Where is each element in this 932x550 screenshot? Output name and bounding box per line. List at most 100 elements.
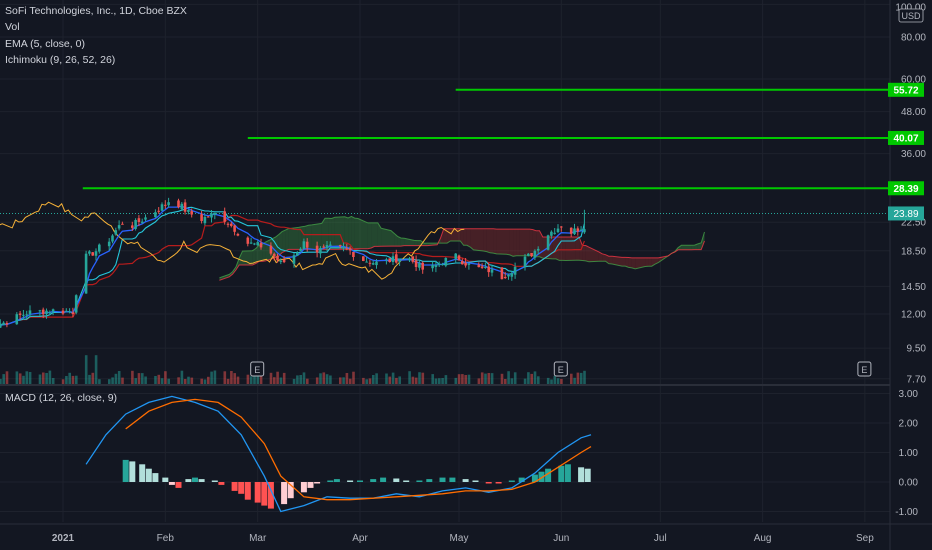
cloud-segment [612,256,622,267]
cloud-segment [529,229,533,256]
candle-body [51,309,55,312]
candle-body [226,223,230,225]
volume-bar [537,376,540,384]
candle-body [117,225,121,229]
cloud-segment [351,216,355,249]
candle-body [319,248,322,254]
volume-bar [226,378,230,384]
volume-bar [0,378,2,384]
candle-body [500,267,504,280]
volume-bar [5,371,9,384]
candle-body [553,232,556,234]
cloud-segment [565,237,576,261]
volume-bar [177,377,180,384]
candle-body [536,248,540,251]
candle-body [71,312,75,314]
candle-body [315,245,319,253]
candle-body [454,253,457,259]
candle-body [200,214,203,221]
candle-body [25,314,28,316]
price-tick-label: 100.00 [895,2,926,13]
base-line [19,214,585,321]
histogram-bar [347,480,354,482]
volume-bar [454,377,458,384]
histogram-bar [564,464,571,482]
candle-body [5,323,9,325]
level-price-box [888,181,924,196]
cloud-segment [602,253,606,262]
price-tick-label: 9.50 [907,344,927,355]
time-tick-label: Apr [352,533,368,544]
cloud-segment [460,228,464,246]
price-tick-label: 14.50 [901,282,926,293]
ema-line [0,205,585,327]
histogram-bar [495,482,502,484]
volume-bar [527,372,530,384]
histogram-bar [145,468,152,482]
candle-body [206,216,210,218]
candle-body [74,295,78,313]
candle-body [164,204,167,206]
volume-bar [259,374,263,384]
conversion-line [0,206,585,325]
volume-bar [510,378,514,384]
histogram-bar [462,479,469,482]
level-price-text: 40.07 [893,133,918,144]
volume-bar [513,372,517,384]
candle-body [249,242,253,244]
volume-bar [28,372,32,384]
candle-body [434,264,438,267]
cloud-segment [513,229,517,257]
price-tick-label: 60.00 [901,75,926,86]
cloud-segment [282,230,286,253]
candle-body [338,245,342,247]
volume-bar [546,377,550,384]
candle-body [94,251,98,256]
cloud-segment [358,218,368,249]
price-tick-label: 80.00 [901,33,926,44]
volume-bar [213,370,217,384]
time-tick-label: Feb [157,533,175,544]
candle-body [503,277,507,278]
candle-body [569,227,573,234]
volume-bars [0,355,586,384]
cloud-segment [519,229,530,256]
cloud-segment [516,229,520,256]
volume-bar [253,376,256,384]
volume-bar [273,377,276,384]
cloud-segment [473,228,484,251]
candle-body [61,310,65,314]
earnings-box [250,361,265,377]
volume-bar [362,377,365,384]
macd-line [85,395,592,513]
volume-bar [144,376,147,384]
volume-bar [414,377,418,384]
candle-body [477,264,481,268]
currency-box [898,8,924,23]
histogram-bar [518,477,525,482]
volume-bar [398,376,401,384]
histogram-bar [198,479,205,482]
cloud-segment [579,237,583,261]
volume-bar [84,355,88,384]
volume-bar [65,376,68,384]
cloud-segment [470,228,474,250]
volume-bar [98,379,101,384]
cloud-segment [598,251,603,262]
volume-bar [190,377,194,384]
volume-bar [157,374,161,384]
cloud-segment [486,228,490,253]
histogram-bar [370,479,377,482]
volume-bar [431,374,434,384]
volume-bar [164,371,167,384]
volume-bar [236,376,240,384]
volume-bar [570,373,573,384]
volume-bar [504,379,507,384]
candle-body [0,323,2,328]
cloud-segment [288,227,299,250]
candle-body [45,310,48,315]
histogram-bar [162,477,169,482]
volume-bar [530,373,533,384]
